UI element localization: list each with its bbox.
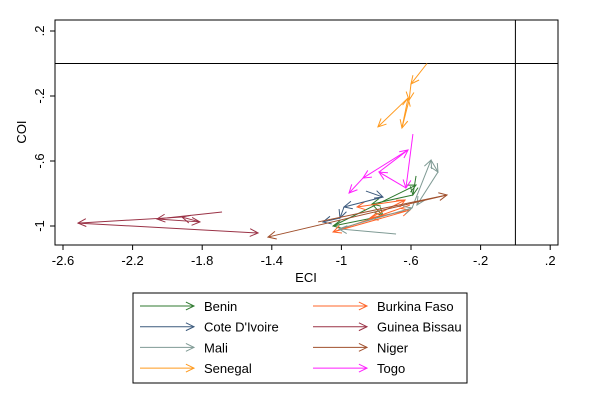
x-tick-label: -2.6 — [52, 253, 74, 268]
arrow-segment — [416, 171, 439, 206]
x-tick-label: -.2 — [473, 253, 488, 268]
legend-item: Guinea Bissau — [313, 320, 462, 335]
arrow-segment — [430, 159, 439, 173]
series-guinea-bissau — [76, 211, 260, 237]
arrow-segment — [338, 207, 413, 230]
y-axis-label: COI — [14, 120, 29, 143]
x-tick-label: -1.4 — [261, 253, 283, 268]
legend-key-head — [185, 301, 196, 311]
arrow-segment-head — [249, 228, 260, 237]
legend-label: Cote D'Ivoire — [204, 320, 279, 335]
arrow-segment-head — [407, 184, 418, 193]
arrow-segment-head — [416, 196, 425, 207]
arrow-segment — [371, 194, 414, 205]
arrow-segment-head — [377, 118, 387, 128]
legend-key-head — [358, 363, 369, 373]
x-tick-label: .2 — [545, 253, 556, 268]
arrow-segment — [322, 217, 341, 223]
arrow-segment — [77, 216, 183, 224]
arrow-segment — [267, 194, 448, 238]
arrow-segment-head — [355, 201, 366, 211]
x-tick-label: -2.2 — [121, 253, 143, 268]
arrow-segment — [362, 149, 409, 179]
arrow-segment — [410, 63, 428, 85]
y-tick-label: -.2 — [32, 88, 47, 103]
legend-label: Benin — [204, 299, 237, 314]
legend-key-head — [358, 301, 369, 311]
legend-item: Togo — [313, 361, 405, 376]
series-togo — [348, 133, 414, 194]
legend-item: Cote D'Ivoire — [140, 320, 279, 335]
legend-label: Senegal — [204, 361, 252, 376]
x-tick-label: -1.8 — [191, 253, 213, 268]
arrow-segment-head — [321, 215, 332, 225]
x-axis-label: ECI — [295, 270, 317, 285]
arrow-segment — [332, 209, 411, 233]
y-tick-label: -1 — [32, 220, 47, 232]
legend-key-head — [358, 343, 369, 352]
x-tick-label: -.6 — [403, 253, 418, 268]
legend-label: Mali — [204, 340, 228, 355]
y-tick-label: .2 — [32, 26, 47, 37]
legend-label: Togo — [377, 361, 405, 376]
arrow-segment — [378, 171, 407, 189]
arrow-segment — [338, 228, 397, 235]
series-cote-d-ivoire — [321, 190, 385, 225]
arrow-segment — [181, 216, 201, 223]
series-senegal — [377, 63, 428, 130]
series-benin — [331, 175, 419, 229]
legend-label: Guinea Bissau — [377, 320, 462, 335]
arrow-segment — [356, 199, 406, 208]
legend-item: Niger — [313, 340, 409, 355]
arrow-segment — [365, 190, 384, 198]
arrow-segment — [401, 97, 409, 129]
legend-item: Burkina Faso — [313, 299, 454, 314]
plot-area — [54, 19, 559, 246]
y-tick-label: -.6 — [32, 153, 47, 168]
arrow-segment — [411, 159, 432, 209]
arrow-segment — [332, 184, 417, 227]
legend-item: Senegal — [140, 361, 252, 376]
arrow-segment — [77, 222, 259, 234]
arrow-segment — [156, 218, 200, 223]
legend-key-head — [185, 322, 196, 332]
arrow-segment — [343, 196, 384, 208]
arrow-segment — [317, 194, 448, 223]
legend-key-head — [358, 322, 369, 332]
arrow-segment-head — [348, 184, 358, 194]
arrow-segment-head — [266, 230, 277, 240]
arrow-segment — [339, 206, 345, 219]
arrow-segment — [408, 83, 412, 101]
legend-item: Mali — [140, 340, 228, 355]
arrow-segment — [348, 177, 364, 194]
series-niger — [266, 192, 449, 240]
series-mali — [337, 158, 439, 235]
x-tick-label: -1 — [336, 253, 348, 268]
arrow-segment — [405, 133, 414, 189]
arrow-segment — [378, 149, 409, 173]
legend-key-head — [185, 343, 196, 352]
legend-label: Burkina Faso — [377, 299, 454, 314]
legend-label: Niger — [377, 340, 409, 355]
legend-item: Benin — [140, 299, 237, 314]
legend-key-head — [185, 363, 196, 373]
arrow-segment — [377, 97, 409, 128]
